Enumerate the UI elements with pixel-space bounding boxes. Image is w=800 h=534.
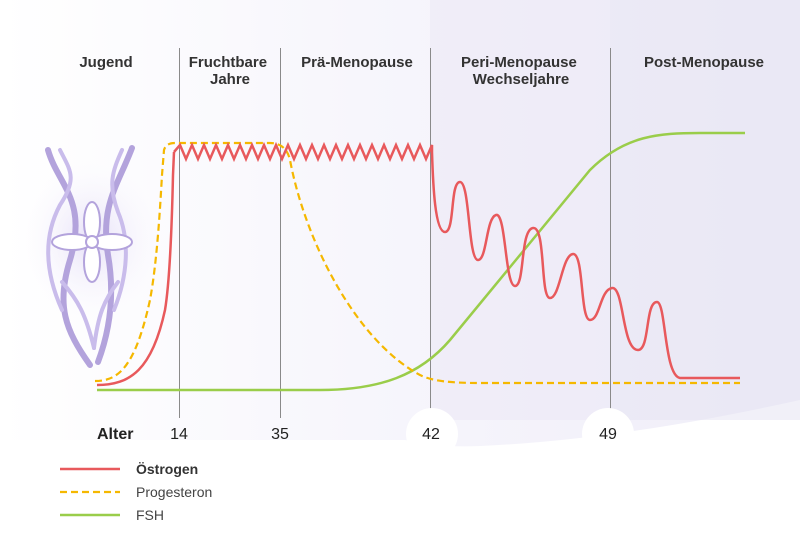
oestrogen-line xyxy=(96,151,176,387)
tick-label-49: 49 xyxy=(599,426,617,443)
phase-band xyxy=(430,0,610,420)
phase-post-menopause: Post-Menopause xyxy=(644,54,764,71)
legend: Östrogen Progesteron FSH xyxy=(60,461,212,523)
legend-label-oestrogen: Östrogen xyxy=(136,461,198,477)
phase-labels: Jugend Fruchtbare Jahre Prä-Menopause Pe… xyxy=(79,54,764,88)
tick-circle-42 xyxy=(406,408,458,460)
tick-label-14: 14 xyxy=(170,426,188,443)
tick-circle-49 xyxy=(582,408,634,460)
phase-prae-menopause: Prä-Menopause xyxy=(301,54,413,71)
progesteron-line xyxy=(94,141,740,385)
phase-fruchtbare-jahre: Fruchtbare Jahre xyxy=(189,54,272,88)
phase-band xyxy=(610,0,800,420)
legend-label-fsh: FSH xyxy=(136,507,164,523)
phase-peri-menopause: Peri-Menopause Wechseljahre xyxy=(461,54,581,88)
fsh-line xyxy=(97,131,745,392)
x-axis-label: Alter xyxy=(97,426,133,443)
phase-jugend: Jugend xyxy=(79,54,132,71)
tick-label-35: 35 xyxy=(271,426,289,443)
oestrogen-decline xyxy=(430,151,740,380)
female-silhouette-icon xyxy=(14,145,170,368)
oestrogen-fluctuation xyxy=(173,141,434,163)
legend-label-progesteron: Progesteron xyxy=(136,484,212,500)
tick-label-42: 42 xyxy=(422,426,440,443)
phase-dividers xyxy=(179,48,611,418)
